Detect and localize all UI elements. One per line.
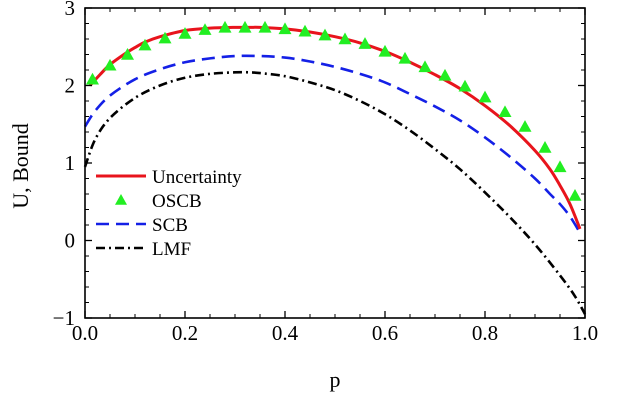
y-tick-label: 3	[65, 0, 76, 20]
x-tick-label: 1.0	[572, 321, 598, 345]
x-axis-label: p	[330, 367, 341, 392]
oscb-marker	[138, 38, 152, 51]
x-tick-label: 0.0	[72, 321, 98, 345]
oscb-marker	[218, 20, 232, 33]
oscb-marker	[418, 60, 432, 73]
oscb-marker	[258, 20, 272, 33]
plot-marks	[83, 20, 587, 315]
legend: Uncertainty OSCB SCB LMF	[96, 167, 242, 260]
oscb-marker	[86, 72, 99, 85]
oscb-marker	[238, 20, 252, 33]
oscb-marker	[298, 24, 312, 37]
oscb-marker	[538, 141, 552, 153]
oscb-marker	[278, 22, 292, 35]
axis-ticks: 0.0 0.2 0.4 0.6 0.8 1.0 −1 0 1 2 3	[53, 0, 598, 345]
legend-oscb-swatch	[115, 194, 127, 205]
plot-frame	[84, 7, 586, 319]
x-tick-label: 0.8	[472, 321, 498, 345]
oscb-marker	[103, 58, 117, 71]
legend-oscb-label: OSCB	[152, 191, 202, 212]
scb-series-line	[83, 54, 582, 234]
oscb-marker	[158, 31, 172, 44]
oscb-marker	[178, 27, 192, 39]
x-tick-label: 0.4	[272, 321, 299, 345]
oscb-marker	[398, 51, 412, 64]
oscb-marker	[358, 37, 372, 49]
oscb-marker	[438, 68, 452, 81]
y-tick-label: −1	[53, 306, 75, 330]
y-tick-label: 2	[65, 74, 76, 98]
x-tick-label: 0.6	[372, 321, 398, 345]
oscb-marker	[338, 32, 352, 45]
x-tick-label: 0.2	[172, 321, 198, 345]
legend-lmf-label: LMF	[152, 239, 191, 260]
oscb-marker	[318, 28, 332, 41]
oscb-marker	[378, 44, 392, 57]
oscb-marker	[498, 105, 512, 118]
legend-uncertainty-label: Uncertainty	[152, 167, 242, 188]
oscb-marker	[198, 23, 212, 35]
y-axis-label: U, Bound	[8, 123, 33, 209]
oscb-marker	[478, 90, 492, 103]
oscb-marker	[553, 160, 567, 173]
y-tick-label: 0	[65, 229, 76, 253]
uncertainty-series-line	[88, 25, 582, 230]
oscb-marker	[121, 48, 134, 60]
y-tick-label: 1	[65, 151, 76, 175]
lmf-series-line	[83, 70, 587, 315]
oscb-marker	[568, 189, 582, 201]
oscb-marker	[518, 120, 532, 132]
legend-scb-label: SCB	[152, 215, 188, 236]
oscb-marker	[458, 79, 472, 92]
